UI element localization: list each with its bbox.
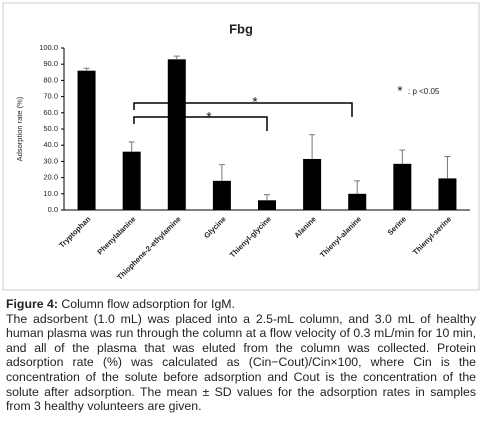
y-tick-label: 50.0: [43, 124, 58, 133]
y-tick-label: 0.0: [48, 205, 58, 214]
bar: [212, 180, 231, 210]
y-tick-label: 60.0: [43, 108, 58, 117]
y-tick-label: 40.0: [43, 140, 58, 149]
bar: [122, 151, 141, 210]
y-tick-label: 10.0: [43, 189, 58, 198]
caption-label: Figure 4:: [6, 297, 58, 311]
bracket: [133, 116, 268, 131]
y-tick-label: 30.0: [43, 156, 58, 165]
legend-text: : p <0.05: [408, 87, 440, 96]
significance-star: *: [206, 109, 212, 125]
chart: Fbg Adsorption rate (%) * * * : p <0.05 …: [2, 2, 480, 291]
caption: Figure 4: Column flow adsorption for IgM…: [6, 297, 476, 414]
bar: [303, 158, 322, 210]
bar: [393, 163, 412, 210]
y-tick-label: 70.0: [43, 92, 58, 101]
bar: [258, 200, 276, 210]
y-tick-label: 90.0: [43, 59, 58, 68]
caption-text: The adsorbent (1.0 mL) was placed into a…: [6, 311, 476, 414]
bar: [348, 193, 367, 210]
legend-star: *: [397, 83, 403, 99]
chart-title: Fbg: [229, 21, 253, 36]
bar: [438, 178, 457, 210]
y-tick-label: 20.0: [43, 173, 58, 182]
y-tick-label: 100.0: [39, 43, 58, 52]
significance-brackets: [133, 102, 353, 131]
bar: [167, 59, 186, 211]
bracket: [133, 102, 353, 117]
y-axis-label: Adsorption rate (%): [15, 96, 24, 161]
caption-title: Column flow adsorption for IgM.: [61, 297, 235, 311]
significance-star: *: [252, 94, 258, 110]
y-tick-label: 80.0: [43, 75, 58, 84]
bar: [77, 70, 96, 211]
